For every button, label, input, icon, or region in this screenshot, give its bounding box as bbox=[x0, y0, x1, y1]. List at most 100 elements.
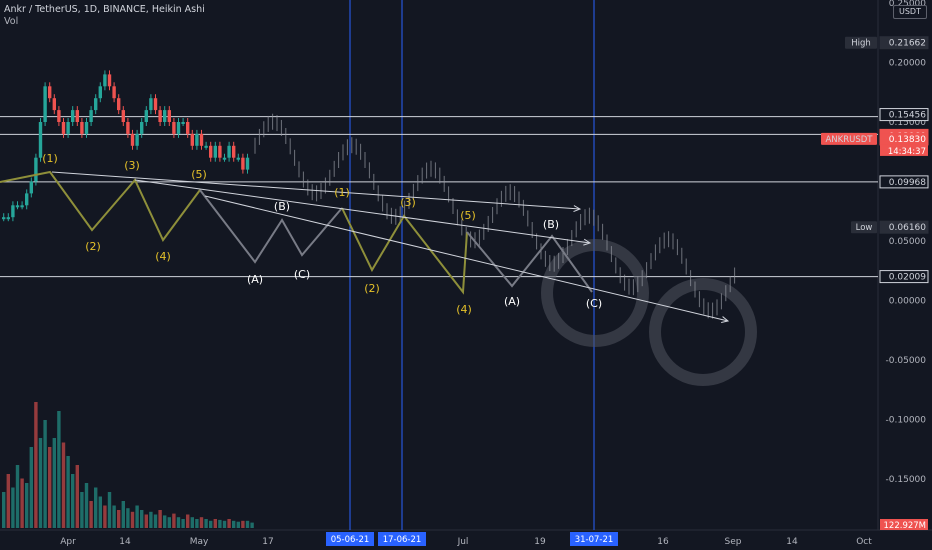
volume-bar bbox=[117, 510, 121, 528]
wave-label: (B) bbox=[543, 218, 559, 231]
candle-body bbox=[98, 86, 102, 99]
time-tick: 14 bbox=[786, 537, 798, 547]
badge-value: 0.13830 bbox=[889, 135, 926, 145]
date-badge-bg bbox=[326, 532, 374, 546]
price-tick: 0.00000 bbox=[889, 297, 926, 307]
volume-bar bbox=[144, 514, 148, 528]
volume-bar bbox=[163, 515, 167, 528]
candle-body bbox=[34, 157, 38, 182]
candle-body bbox=[66, 122, 70, 134]
volume-bar bbox=[75, 465, 79, 528]
price-tick: 0.05000 bbox=[889, 237, 926, 247]
volume-bar bbox=[250, 522, 254, 528]
wave-label: (C) bbox=[294, 268, 310, 281]
candle-body bbox=[218, 145, 222, 158]
volume-badge-bg bbox=[880, 519, 928, 530]
volume-bar bbox=[232, 520, 236, 528]
time-tick: 17 bbox=[262, 537, 273, 547]
badge-label: ANKRUSDT bbox=[825, 135, 873, 145]
volume-bar bbox=[11, 487, 15, 528]
volume-badge: 122.927M bbox=[884, 521, 926, 531]
candle-body bbox=[140, 122, 144, 134]
volume-bar bbox=[15, 465, 20, 528]
candle-body bbox=[222, 157, 227, 160]
badge-value-bg bbox=[879, 108, 929, 122]
volume-bar bbox=[52, 438, 56, 528]
badge-value: 0.02009 bbox=[889, 273, 926, 283]
volume-bar bbox=[190, 517, 194, 528]
volume-bar bbox=[121, 501, 125, 528]
wave-label: (3) bbox=[124, 159, 140, 172]
candle-body bbox=[80, 122, 84, 134]
volume-legend[interactable]: Vol bbox=[4, 16, 19, 27]
badge-label-bg bbox=[821, 132, 877, 145]
date-badge: 17-06-21 bbox=[383, 535, 422, 545]
wave-label: (A) bbox=[504, 295, 520, 308]
currency-button[interactable]: USDT bbox=[893, 5, 927, 19]
wave-label: (4) bbox=[456, 303, 472, 316]
wave-impulse-1 bbox=[0, 170, 201, 242]
volume-bar bbox=[34, 402, 38, 528]
candle-body bbox=[57, 110, 61, 122]
volume-bar bbox=[80, 492, 84, 528]
wave-correction-1 bbox=[199, 189, 343, 264]
candle-body bbox=[94, 98, 98, 111]
wave-impulse-2 bbox=[341, 207, 468, 295]
candle-body bbox=[84, 122, 89, 134]
volume-bar bbox=[195, 519, 199, 528]
volume-bar bbox=[236, 521, 240, 528]
candle-body bbox=[75, 110, 79, 122]
price-badge-line-1: 0.15456 bbox=[879, 108, 929, 122]
time-tick: 16 bbox=[657, 537, 669, 547]
wave-label: (1) bbox=[334, 186, 350, 199]
candle-body bbox=[213, 145, 217, 158]
wave-correction-2 bbox=[466, 231, 593, 293]
volume-bar bbox=[103, 505, 107, 528]
price-tick: 0.20000 bbox=[889, 59, 926, 69]
candle-body bbox=[121, 110, 125, 122]
candle-body bbox=[107, 74, 112, 87]
badge-value: 0.06160 bbox=[889, 223, 926, 233]
candle-body bbox=[144, 110, 148, 122]
price-badge-line-4: 0.02009 bbox=[879, 270, 929, 284]
symbol-title[interactable]: Ankr / TetherUS, 1D, BINANCE, Heikin Ash… bbox=[4, 4, 205, 15]
volume-bar bbox=[66, 456, 70, 528]
candle-body bbox=[190, 133, 194, 146]
candle-body bbox=[172, 122, 176, 134]
volume-bar bbox=[186, 514, 190, 528]
candle-body bbox=[126, 122, 130, 134]
volume-bar bbox=[130, 511, 135, 528]
wave-label: (4) bbox=[155, 250, 171, 263]
candle-body bbox=[38, 122, 43, 158]
candle-body bbox=[43, 86, 47, 122]
volume-bar bbox=[43, 420, 47, 528]
volume-bar bbox=[135, 505, 139, 528]
candle-body bbox=[112, 86, 116, 99]
volume-bar bbox=[227, 519, 231, 528]
candle-body bbox=[227, 145, 231, 158]
badge-value-bg bbox=[879, 220, 929, 234]
price-tick: -0.15000 bbox=[886, 475, 927, 485]
candle-body bbox=[149, 98, 153, 111]
volume-bar bbox=[167, 517, 171, 528]
wave-label: (5) bbox=[191, 168, 207, 181]
candle-body bbox=[71, 110, 75, 122]
arrow-head bbox=[721, 316, 730, 323]
time-tick: Oct bbox=[856, 537, 872, 547]
price-badge-low: Low 0.06160 bbox=[851, 220, 929, 234]
volume-bar bbox=[2, 492, 6, 528]
volume-bar bbox=[57, 411, 61, 528]
volume-bar bbox=[204, 519, 208, 528]
chart-header: Ankr / TetherUS, 1D, BINANCE, Heikin Ash… bbox=[4, 4, 205, 28]
trend-arrow-1 bbox=[51, 171, 581, 210]
candle-body bbox=[195, 133, 199, 146]
price-tick: 0.25000 bbox=[889, 0, 926, 9]
badge-value-bg bbox=[879, 270, 929, 284]
ring-right bbox=[649, 278, 757, 386]
volume-bar bbox=[158, 510, 162, 528]
volume-bar bbox=[140, 510, 144, 528]
candle-body bbox=[61, 122, 66, 134]
candle-body bbox=[199, 133, 204, 146]
